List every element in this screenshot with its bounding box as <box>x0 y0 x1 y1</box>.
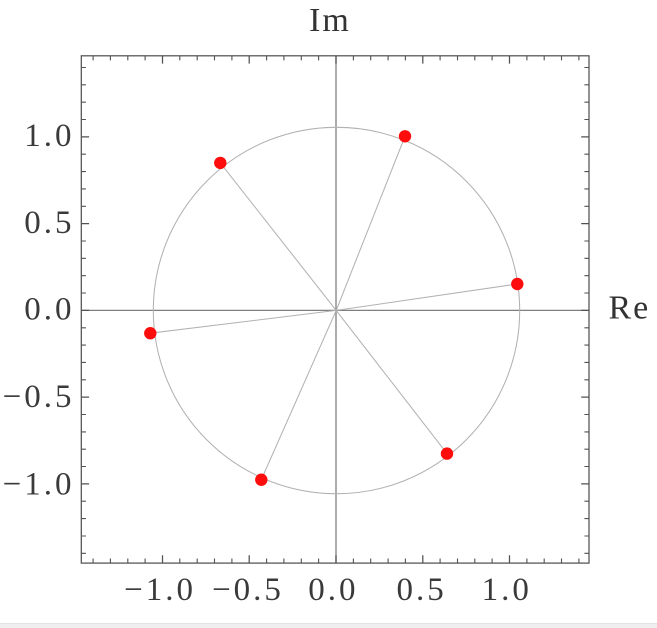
svg-text:Re: Re <box>609 289 651 326</box>
svg-text:−1.0: −1.0 <box>124 572 196 608</box>
svg-text:0.0: 0.0 <box>308 572 358 608</box>
svg-text:−0.5: −0.5 <box>212 572 284 608</box>
svg-text:−1.0: −1.0 <box>3 467 75 503</box>
svg-text:0.5: 0.5 <box>24 205 74 241</box>
svg-text:0.5: 0.5 <box>396 572 446 608</box>
svg-text:1.0: 1.0 <box>24 118 74 154</box>
svg-text:1.0: 1.0 <box>482 572 532 608</box>
svg-text:0.0: 0.0 <box>24 291 74 327</box>
svg-text:−0.5: −0.5 <box>3 379 75 415</box>
svg-text:Im: Im <box>309 2 351 39</box>
